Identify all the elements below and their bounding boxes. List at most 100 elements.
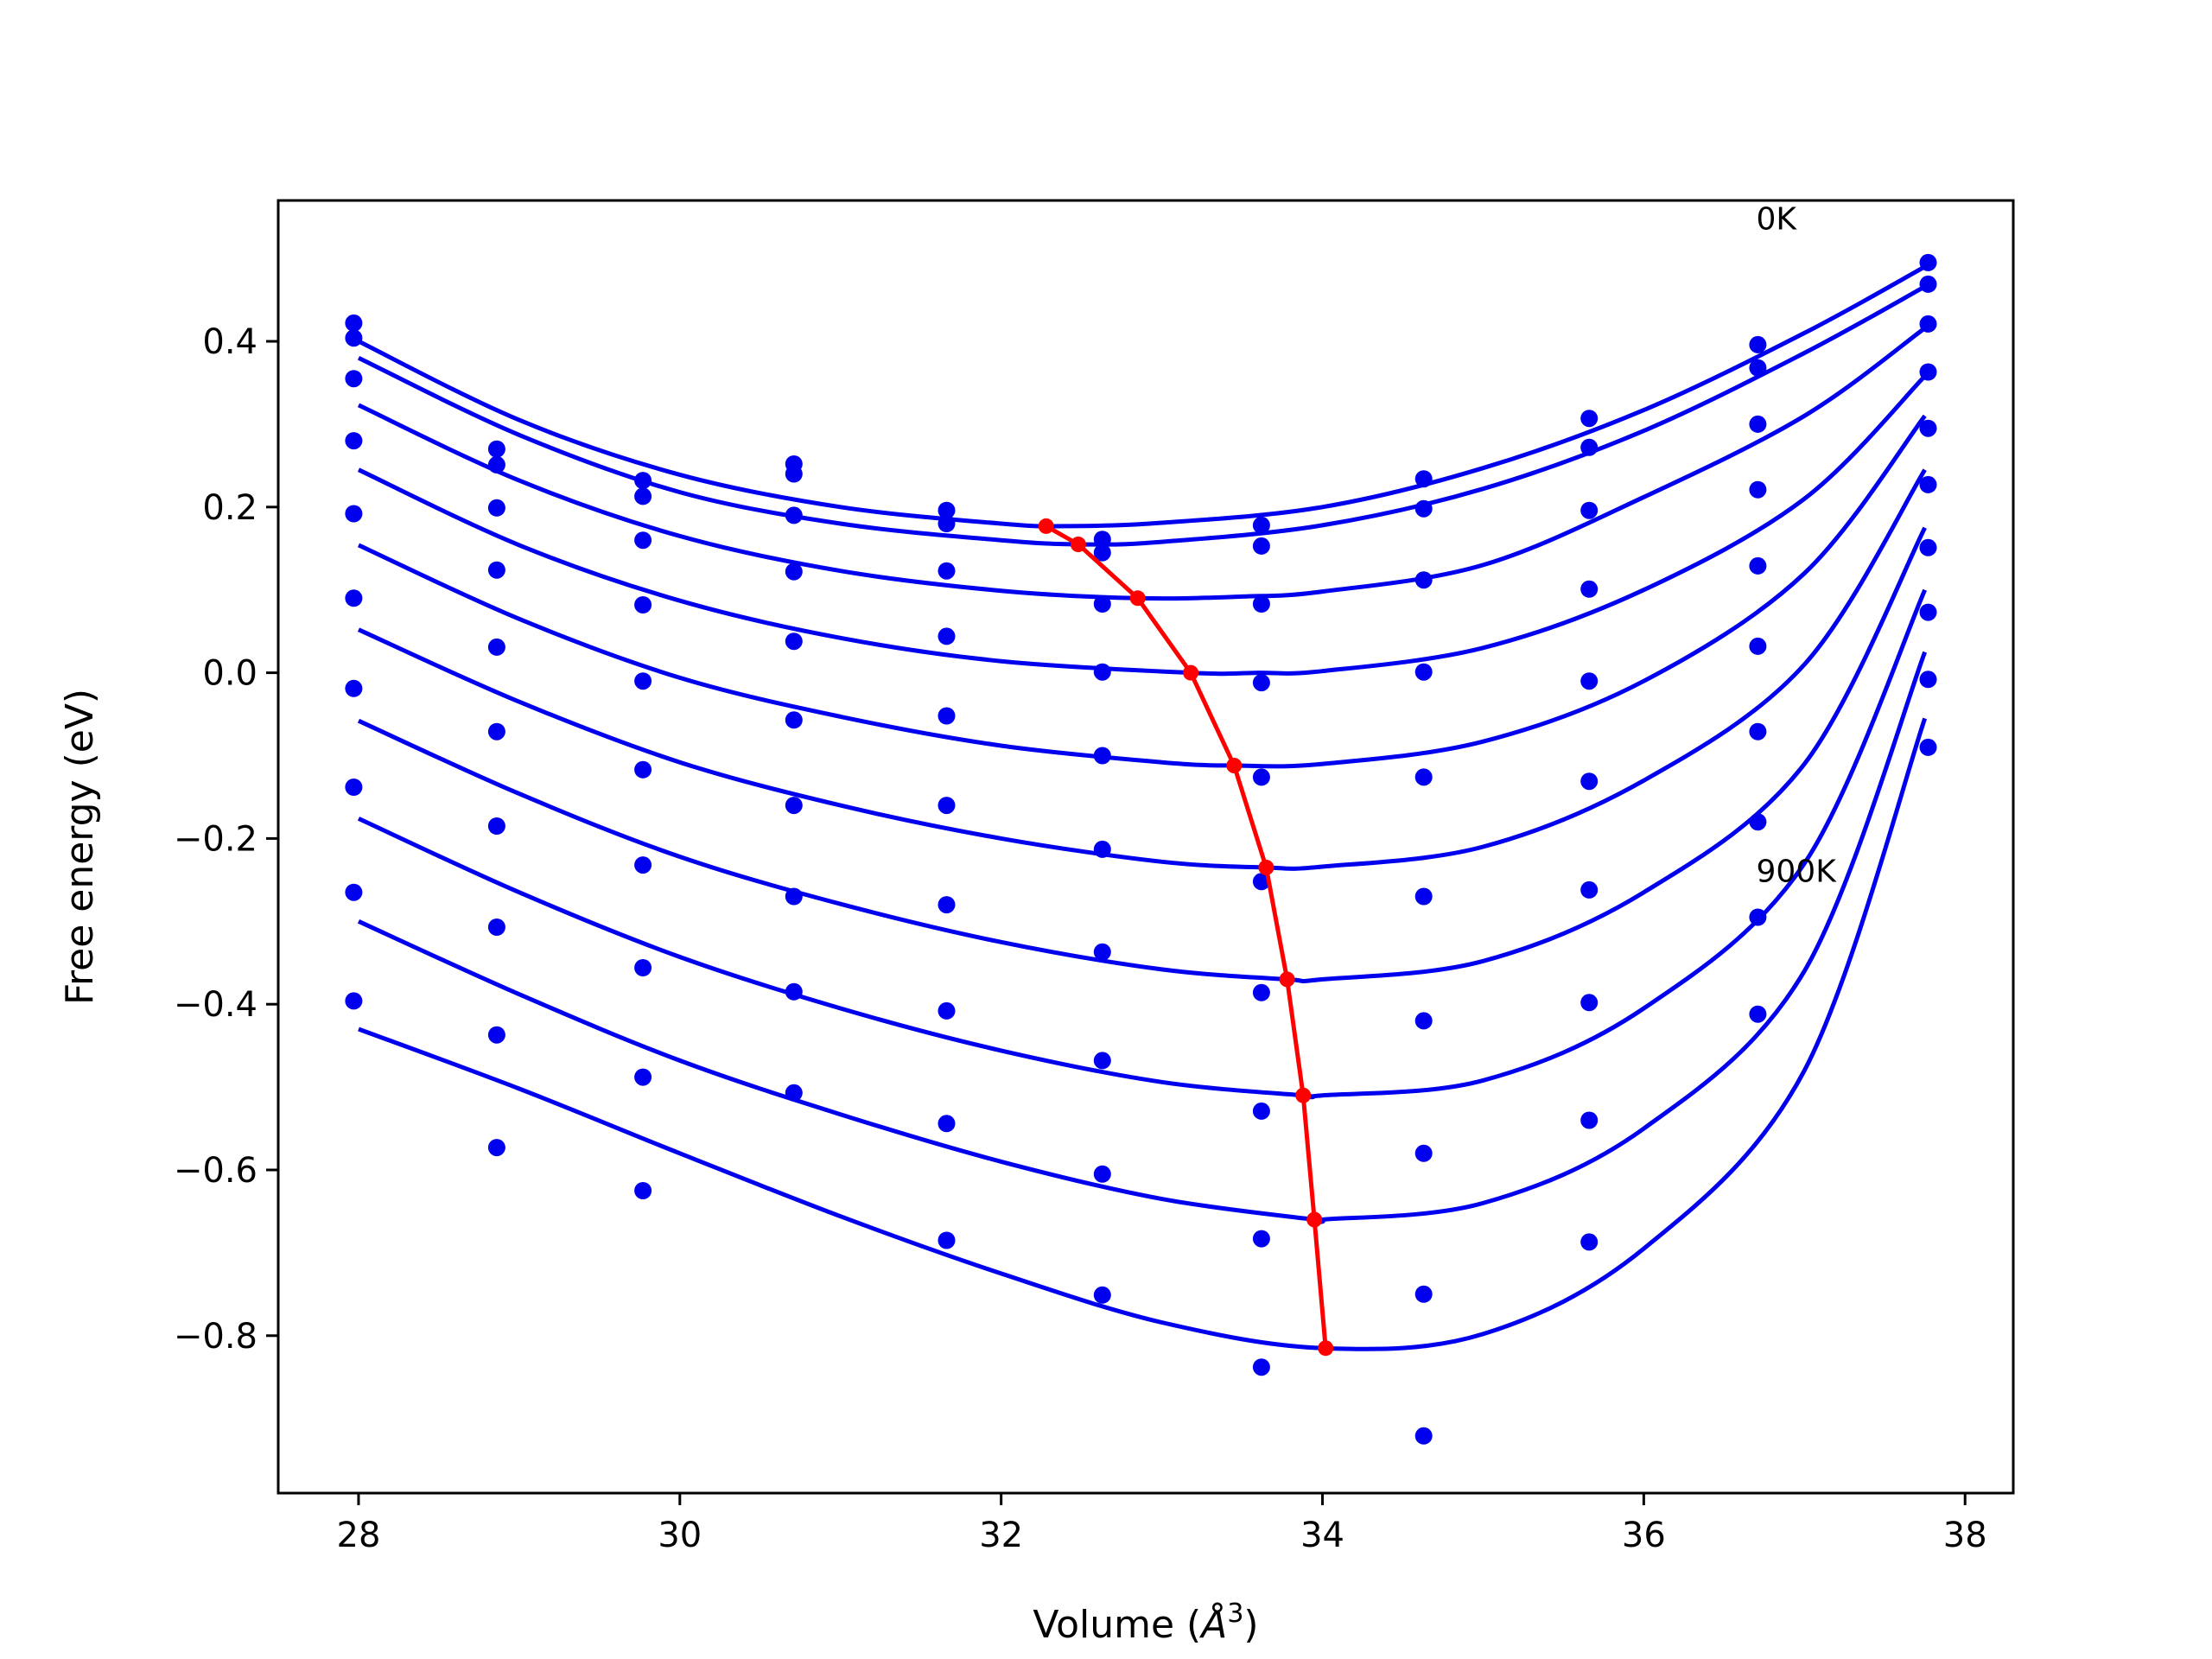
data-point: [1749, 637, 1767, 655]
data-point: [634, 856, 652, 874]
y-tick-label: −0.6: [174, 1151, 257, 1191]
data-point: [785, 1084, 803, 1102]
data-point: [1580, 438, 1599, 456]
data-point: [1749, 415, 1767, 433]
annotations: 0K 900K: [1757, 202, 1838, 890]
data-point: [634, 487, 652, 505]
data-point: [1919, 253, 1937, 271]
data-point: [345, 505, 363, 523]
fit-curve-5: [357, 468, 1927, 871]
data-point: [1580, 1111, 1599, 1129]
data-point: [1749, 556, 1767, 575]
y-axis-label: Free energy (eV): [58, 689, 102, 1005]
data-point: [634, 472, 652, 490]
x-tick-label: 36: [1622, 1516, 1666, 1555]
y-tick-label: −0.8: [174, 1317, 257, 1357]
minimum-point: [1038, 518, 1054, 534]
x-tick-label: 34: [1300, 1516, 1344, 1555]
data-point: [487, 1026, 505, 1044]
data-point: [1749, 908, 1767, 926]
data-point: [487, 918, 505, 936]
data-point: [1919, 738, 1937, 756]
fit-curve-6: [357, 526, 1927, 984]
data-point: [1919, 538, 1937, 556]
data-point: [1919, 363, 1937, 381]
data-point: [487, 440, 505, 458]
data-point: [1414, 887, 1433, 906]
data-point: [487, 817, 505, 835]
data-point: [487, 455, 505, 474]
data-point: [938, 501, 956, 519]
data-point: [487, 638, 505, 656]
data-point: [1252, 873, 1270, 891]
y-tick-label: 0.0: [202, 654, 257, 694]
data-point: [1093, 840, 1111, 858]
y-axis-ticks: −0.8 −0.6 −0.4 −0.2 0.0 0.2 0.4: [174, 322, 278, 1357]
y-tick-label: −0.4: [174, 985, 257, 1025]
data-point: [1580, 1233, 1599, 1251]
fit-curve-0: [357, 264, 1926, 529]
minimum-point: [1226, 758, 1243, 773]
data-point: [1093, 1286, 1111, 1304]
data-point: [634, 760, 652, 779]
minima-line: [1038, 518, 1334, 1357]
data-point: [1252, 674, 1270, 692]
data-point: [785, 506, 803, 524]
data-point: [634, 1182, 652, 1199]
fit-curve-9: [358, 717, 1928, 1351]
data-point: [938, 1115, 956, 1133]
annotation-1: 900K: [1757, 854, 1838, 889]
minimum-point: [1183, 664, 1199, 681]
data-point: [1580, 880, 1599, 899]
annotation-0: 0K: [1757, 202, 1798, 238]
data-point: [634, 596, 652, 613]
data-point: [1749, 1005, 1767, 1023]
plot-frame: [276, 199, 2015, 1495]
data-point: [1580, 672, 1599, 690]
data-point: [345, 679, 363, 697]
data-point: [785, 563, 803, 581]
data-point: [1580, 772, 1599, 791]
data-point: [1919, 475, 1937, 493]
data-point: [785, 632, 803, 651]
data-point: [345, 589, 363, 607]
data-point: [1414, 470, 1433, 488]
data-point: [487, 499, 505, 517]
data-point: [1093, 663, 1111, 681]
data-point: [634, 959, 652, 976]
data-point: [345, 779, 363, 796]
minimum-point: [1318, 1340, 1334, 1357]
data-point: [1919, 419, 1937, 437]
data-point: [785, 797, 803, 815]
scatter-points: [345, 253, 1937, 1445]
data-point: [785, 711, 803, 729]
data-point: [1093, 1052, 1111, 1070]
data-point: [1252, 595, 1270, 613]
minimum-point: [1070, 537, 1086, 552]
minimum-point: [1129, 590, 1146, 607]
data-point: [1252, 983, 1270, 1001]
data-point: [1252, 537, 1270, 555]
data-point: [1919, 671, 1937, 689]
data-point: [1093, 531, 1111, 549]
data-point: [785, 982, 803, 1001]
data-point: [938, 797, 956, 815]
y-tick-label: 0.4: [202, 322, 257, 362]
data-point: [345, 370, 363, 388]
data-point: [345, 992, 363, 1010]
data-point: [1093, 747, 1111, 765]
fit-curve-8: [357, 651, 1928, 1224]
fit-curves: [357, 264, 1928, 1351]
data-point: [1580, 410, 1599, 428]
data-point: [1749, 722, 1767, 741]
data-point: [345, 329, 363, 347]
data-point: [1919, 315, 1937, 333]
fit-curve-7: [357, 588, 1927, 1100]
data-point: [938, 562, 956, 580]
y-tick-label: 0.2: [202, 488, 257, 528]
minimum-point: [1279, 971, 1295, 988]
data-point: [1093, 943, 1111, 961]
data-point: [1252, 1358, 1270, 1376]
data-point: [1414, 1285, 1433, 1303]
minimum-point: [1306, 1211, 1323, 1228]
